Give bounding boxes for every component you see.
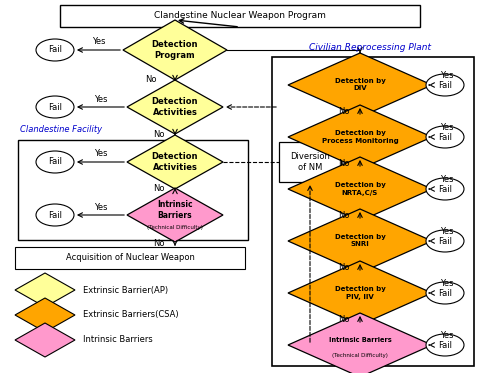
Text: (Technical Difficulty): (Technical Difficulty) bbox=[147, 226, 203, 231]
Text: Detection by
PIV, IIV: Detection by PIV, IIV bbox=[335, 286, 385, 300]
Polygon shape bbox=[15, 298, 75, 332]
Polygon shape bbox=[123, 20, 227, 80]
Ellipse shape bbox=[426, 334, 464, 356]
Text: Detection
Program: Detection Program bbox=[152, 40, 198, 60]
Text: Civilian Reprocessing Plant: Civilian Reprocessing Plant bbox=[309, 43, 431, 51]
Text: Fail: Fail bbox=[438, 341, 452, 350]
Ellipse shape bbox=[426, 74, 464, 96]
Polygon shape bbox=[288, 157, 432, 221]
Polygon shape bbox=[15, 323, 75, 357]
Ellipse shape bbox=[36, 96, 74, 118]
Text: No: No bbox=[338, 314, 350, 323]
Text: Fail: Fail bbox=[48, 210, 62, 219]
Text: Yes: Yes bbox=[440, 72, 454, 81]
Polygon shape bbox=[15, 273, 75, 307]
Ellipse shape bbox=[36, 204, 74, 226]
Text: Detection by
NRTA,C/S: Detection by NRTA,C/S bbox=[335, 182, 385, 195]
Text: Detection
Activities: Detection Activities bbox=[152, 152, 198, 172]
Text: Diversion
of NM: Diversion of NM bbox=[290, 152, 330, 172]
Text: Yes: Yes bbox=[440, 279, 454, 288]
Text: No: No bbox=[154, 130, 165, 139]
Text: No: No bbox=[338, 210, 350, 219]
Ellipse shape bbox=[426, 126, 464, 148]
Text: Acquisition of Nuclear Weapon: Acquisition of Nuclear Weapon bbox=[66, 254, 194, 263]
Polygon shape bbox=[127, 135, 223, 189]
Text: Intrinsic
Barriers: Intrinsic Barriers bbox=[157, 200, 193, 220]
Text: Detection by
Process Monitoring: Detection by Process Monitoring bbox=[322, 131, 398, 144]
Text: Extrinsic Barrier(AP): Extrinsic Barrier(AP) bbox=[83, 285, 168, 295]
Text: Yes: Yes bbox=[94, 150, 107, 159]
Text: No: No bbox=[338, 159, 350, 167]
Text: Fail: Fail bbox=[438, 132, 452, 141]
Text: Yes: Yes bbox=[94, 94, 107, 103]
Polygon shape bbox=[288, 313, 432, 373]
Text: Fail: Fail bbox=[48, 103, 62, 112]
Text: Yes: Yes bbox=[440, 332, 454, 341]
Bar bbox=[279, 142, 341, 182]
Ellipse shape bbox=[426, 230, 464, 252]
Bar bbox=[15, 247, 245, 269]
Ellipse shape bbox=[426, 282, 464, 304]
Text: Clandestine Facility: Clandestine Facility bbox=[20, 125, 102, 135]
Text: No: No bbox=[145, 75, 157, 85]
Text: No: No bbox=[338, 263, 350, 272]
Text: Yes: Yes bbox=[440, 228, 454, 236]
Polygon shape bbox=[127, 80, 223, 134]
Text: Extrinsic Barriers(CSA): Extrinsic Barriers(CSA) bbox=[83, 310, 179, 320]
Text: Fail: Fail bbox=[438, 81, 452, 90]
Text: Intrinsic Barriers: Intrinsic Barriers bbox=[83, 335, 153, 345]
Polygon shape bbox=[288, 53, 432, 117]
Text: Yes: Yes bbox=[92, 38, 105, 47]
Text: Fail: Fail bbox=[48, 46, 62, 54]
Ellipse shape bbox=[36, 151, 74, 173]
Text: Yes: Yes bbox=[440, 123, 454, 132]
Polygon shape bbox=[288, 105, 432, 169]
Text: Yes: Yes bbox=[94, 203, 107, 211]
Text: Fail: Fail bbox=[438, 236, 452, 245]
Text: Detection
Activities: Detection Activities bbox=[152, 97, 198, 117]
Text: No: No bbox=[154, 239, 165, 248]
Text: Fail: Fail bbox=[438, 288, 452, 298]
Ellipse shape bbox=[36, 39, 74, 61]
Polygon shape bbox=[288, 261, 432, 325]
Text: Intrinsic Barriers: Intrinsic Barriers bbox=[329, 337, 391, 343]
Text: No: No bbox=[154, 184, 165, 193]
Text: No: No bbox=[338, 107, 350, 116]
Polygon shape bbox=[127, 188, 223, 242]
Text: Clandestine Nuclear Weapon Program: Clandestine Nuclear Weapon Program bbox=[154, 12, 326, 21]
Text: (Technical Difficulty): (Technical Difficulty) bbox=[332, 352, 388, 357]
Text: Fail: Fail bbox=[48, 157, 62, 166]
Text: Yes: Yes bbox=[440, 176, 454, 185]
Ellipse shape bbox=[426, 178, 464, 200]
Bar bbox=[60, 5, 420, 27]
Text: Detection by
SNRI: Detection by SNRI bbox=[335, 235, 385, 248]
Text: Detection by
DIV: Detection by DIV bbox=[335, 78, 385, 91]
Polygon shape bbox=[288, 209, 432, 273]
Text: Fail: Fail bbox=[438, 185, 452, 194]
